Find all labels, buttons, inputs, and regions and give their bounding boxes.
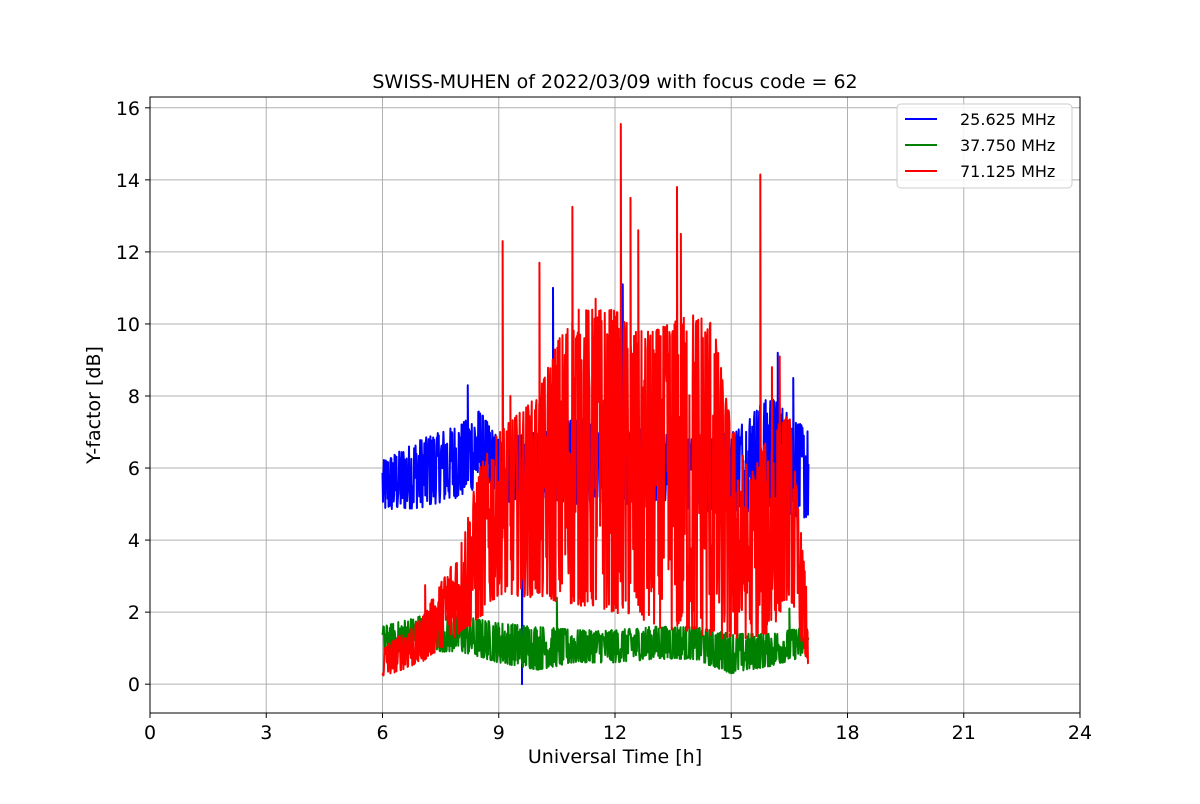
series-line	[381, 578, 810, 675]
legend-label: 71.125 MHz	[960, 162, 1055, 181]
x-tick-label: 15	[719, 722, 743, 744]
legend-item: 71.125 MHz	[905, 162, 1055, 181]
y-tick-label: 14	[116, 170, 140, 192]
series-line	[381, 123, 810, 677]
y-tick-label: 12	[116, 242, 140, 264]
x-tick-label: 3	[260, 722, 272, 744]
y-tick-label: 10	[116, 314, 140, 336]
legend-item: 37.750 MHz	[905, 136, 1055, 155]
legend-box	[896, 103, 1073, 189]
x-tick-label: 18	[835, 722, 859, 744]
x-tick-label: 12	[603, 722, 627, 744]
x-tick-label: 21	[952, 722, 976, 744]
x-tick-label: 24	[1068, 722, 1092, 744]
y-tick-label: 16	[116, 98, 140, 120]
x-axis-label: Universal Time [h]	[528, 746, 702, 768]
y-tick-label: 6	[128, 458, 140, 480]
y-axis: 0 2 4 6 8 10 12 14 16	[116, 98, 150, 696]
legend-label: 25.625 MHz	[960, 110, 1055, 129]
x-tick-label: 6	[376, 722, 388, 744]
y-tick-label: 2	[128, 602, 140, 624]
x-axis: 0 3 6 9 12 15 18 21 24	[144, 713, 1092, 744]
y-tick-label: 8	[128, 386, 140, 408]
x-tick-label: 0	[144, 722, 156, 744]
legend: 25.625 MHz 37.750 MHz 71.125 MHz	[896, 103, 1073, 189]
y-tick-label: 0	[128, 674, 140, 696]
y-axis-label: Y-factor [dB]	[83, 346, 105, 465]
x-tick-label: 9	[493, 722, 505, 744]
legend-label: 37.750 MHz	[960, 136, 1055, 155]
y-tick-label: 4	[128, 530, 140, 552]
series-layer	[381, 123, 810, 686]
legend-item: 25.625 MHz	[905, 110, 1055, 129]
chart-title: SWISS-MUHEN of 2022/03/09 with focus cod…	[372, 71, 857, 93]
